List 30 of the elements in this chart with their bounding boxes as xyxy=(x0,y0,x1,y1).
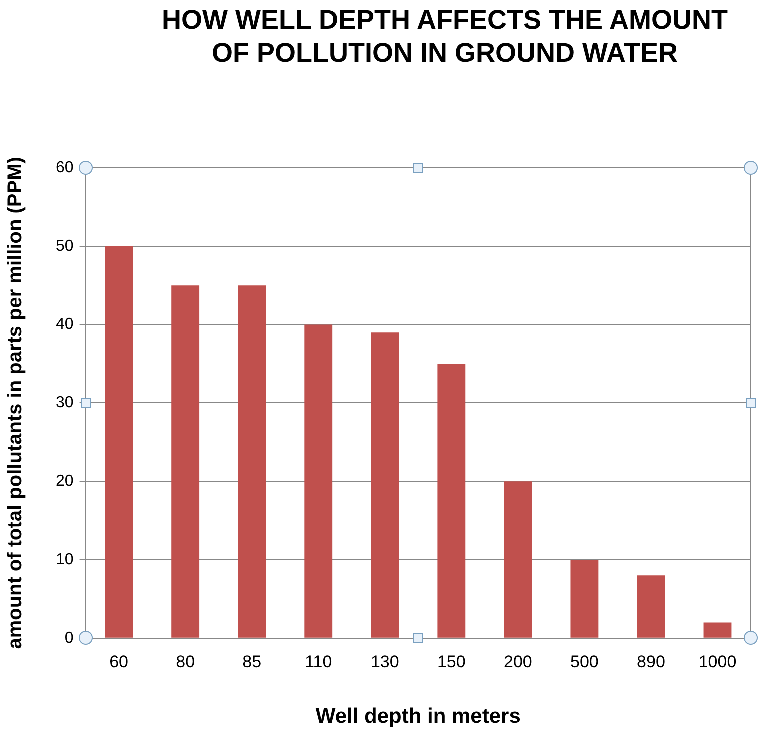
bar xyxy=(438,364,466,638)
x-tick-label: 80 xyxy=(176,652,196,672)
x-tick-label: 1000 xyxy=(698,652,737,672)
y-tick-label: 20 xyxy=(56,473,74,490)
x-tick-label: 200 xyxy=(504,652,532,672)
x-tick-label: 500 xyxy=(570,652,599,672)
x-tick-label: 110 xyxy=(305,652,332,672)
y-tick-label: 60 xyxy=(56,159,74,176)
x-tick-label: 890 xyxy=(637,652,666,672)
x-tick-label: 130 xyxy=(370,652,400,672)
chart-title: HOW WELL DEPTH AFFECTS THE AMOUNT OF POLLUTION IN GROUND WATER xyxy=(161,4,729,70)
y-tick-label: 40 xyxy=(56,316,74,334)
bar xyxy=(637,576,666,638)
bar xyxy=(172,286,200,638)
bar xyxy=(504,482,532,638)
y-tick-label: 30 xyxy=(56,394,74,412)
y-axis-title: amount of total pollutants in parts per million (PPM) xyxy=(4,157,27,650)
x-axis-title: Well depth in meters xyxy=(316,705,521,728)
bar xyxy=(304,324,333,638)
y-tick-label: 50 xyxy=(56,238,74,255)
bar xyxy=(105,246,134,638)
y-tick-label: 10 xyxy=(56,551,74,568)
x-tick-label: 150 xyxy=(437,652,466,672)
bar xyxy=(704,622,732,638)
bar xyxy=(570,560,599,638)
bar xyxy=(371,332,400,638)
bar xyxy=(238,286,266,638)
y-tick-label: 0 xyxy=(64,630,74,647)
x-tick-label: 60 xyxy=(110,652,129,672)
x-tick-label: 85 xyxy=(242,652,262,672)
